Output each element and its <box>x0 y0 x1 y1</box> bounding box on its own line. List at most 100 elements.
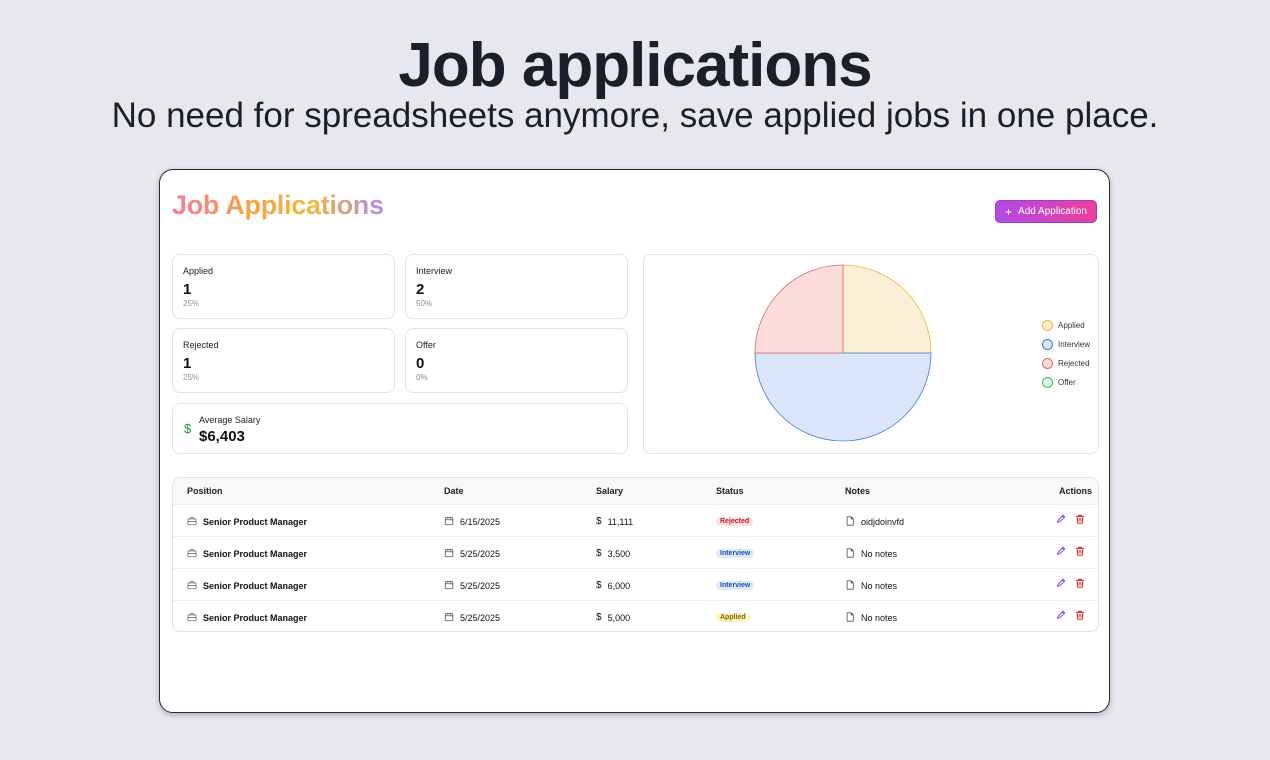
dollar-icon: $ <box>596 548 602 559</box>
cell-date: 5/25/2025 <box>444 612 500 624</box>
table-row: Senior Product Manager 6/15/2025 $11,111 Re… <box>173 504 1098 536</box>
chart-legend: Applied Interview Rejected Offer <box>1042 319 1090 395</box>
applications-table: Position Date Salary Status Notes Action… <box>172 477 1099 632</box>
cell-salary: $6,000 <box>596 580 630 591</box>
stat-value: 1 <box>183 281 192 298</box>
salary-value: $6,403 <box>199 428 245 445</box>
cell-date: 6/15/2025 <box>444 516 500 528</box>
salary-text: 3,500 <box>607 548 631 559</box>
table-header: Position Date Salary Status Notes Action… <box>173 478 1098 504</box>
plus-icon: + <box>1005 204 1013 219</box>
salary-text: 11,111 <box>607 516 634 527</box>
calendar-icon <box>444 612 454 624</box>
pie-slice-applied <box>842 264 932 354</box>
position-text: Senior Product Manager <box>203 581 308 591</box>
date-text: 5/25/2025 <box>460 581 501 591</box>
legend-swatch <box>1042 320 1053 331</box>
dollar-icon: $ <box>596 580 602 591</box>
stat-label: Offer <box>416 340 436 350</box>
cell-notes: No notes <box>845 548 897 560</box>
stat-value: 1 <box>183 355 192 372</box>
document-icon <box>845 612 855 624</box>
cell-actions <box>1056 514 1085 526</box>
dollar-icon: $ <box>184 421 192 436</box>
legend-label: Rejected <box>1058 359 1090 368</box>
cell-notes: No notes <box>845 580 897 592</box>
notes-text: No notes <box>861 549 898 559</box>
legend-swatch <box>1042 377 1053 388</box>
position-text: Senior Product Manager <box>203 517 308 527</box>
briefcase-icon <box>187 580 197 592</box>
stat-value: 2 <box>416 281 425 298</box>
status-pie-chart <box>754 264 932 442</box>
delete-icon[interactable] <box>1075 546 1085 558</box>
stat-percent: 0% <box>416 373 428 382</box>
stat-percent: 50% <box>416 299 433 308</box>
pie-slice-interview <box>754 352 932 442</box>
cell-date: 5/25/2025 <box>444 548 500 560</box>
edit-icon[interactable] <box>1056 610 1066 622</box>
date-text: 5/25/2025 <box>460 549 501 559</box>
dollar-icon: $ <box>596 516 602 527</box>
add-application-label: Add Application <box>1018 206 1087 217</box>
document-icon <box>845 580 855 592</box>
delete-icon[interactable] <box>1075 514 1085 526</box>
stat-value: 0 <box>416 355 425 372</box>
salary-text: 6,000 <box>607 580 631 591</box>
position-text: Senior Product Manager <box>203 613 308 623</box>
edit-icon[interactable] <box>1056 546 1066 558</box>
table-row: Senior Product Manager 5/25/2025 $3,500 Int… <box>173 536 1098 568</box>
stat-label: Rejected <box>183 340 219 350</box>
cell-notes: oidjdoinvfd <box>845 516 904 528</box>
status-badge: Interview <box>716 549 755 558</box>
add-application-button[interactable]: + Add Application <box>995 200 1097 223</box>
stat-percent: 25% <box>183 373 200 382</box>
notes-text: oidjdoinvfd <box>861 517 905 527</box>
legend-item-offer: Offer <box>1042 376 1090 389</box>
notes-text: No notes <box>861 581 898 591</box>
stat-card-applied: Applied 1 25% <box>172 254 395 319</box>
cell-salary: $3,500 <box>596 548 630 559</box>
briefcase-icon <box>187 612 197 624</box>
edit-icon[interactable] <box>1056 578 1066 590</box>
cell-position: Senior Product Manager <box>187 548 307 560</box>
stat-card-offer: Offer 0 0% <box>405 328 628 393</box>
cell-date: 5/25/2025 <box>444 580 500 592</box>
dollar-icon: $ <box>596 612 602 623</box>
header-actions: Actions <box>1058 486 1092 496</box>
briefcase-icon <box>187 516 197 528</box>
cell-position: Senior Product Manager <box>187 516 307 528</box>
hero-title: Job applications <box>398 31 872 100</box>
status-badge: Rejected <box>716 517 754 526</box>
legend-label: Interview <box>1058 340 1091 349</box>
document-icon <box>845 548 855 560</box>
average-salary-card: $ Average Salary $6,403 <box>172 403 628 454</box>
delete-icon[interactable] <box>1075 610 1085 622</box>
calendar-icon <box>444 516 454 528</box>
calendar-icon <box>444 580 454 592</box>
calendar-icon <box>444 548 454 560</box>
cell-salary: $5,000 <box>596 612 630 623</box>
date-text: 5/25/2025 <box>460 613 501 623</box>
header-salary: Salary <box>596 486 624 496</box>
cell-notes: No notes <box>845 612 897 624</box>
position-text: Senior Product Manager <box>203 549 308 559</box>
edit-icon[interactable] <box>1056 514 1066 526</box>
cell-position: Senior Product Manager <box>187 580 307 592</box>
app-title: Job Applications <box>172 190 384 220</box>
salary-label: Average Salary <box>199 415 261 425</box>
delete-icon[interactable] <box>1075 578 1085 590</box>
date-text: 6/15/2025 <box>460 517 501 527</box>
table-row: Senior Product Manager 5/25/2025 $6,000 Int… <box>173 568 1098 600</box>
stat-label: Interview <box>416 266 453 276</box>
status-chart-card: Applied Interview Rejected Offer <box>643 254 1099 454</box>
legend-swatch <box>1042 358 1053 369</box>
cell-actions <box>1056 546 1085 558</box>
cell-actions <box>1056 610 1085 622</box>
stat-card-rejected: Rejected 1 25% <box>172 328 395 393</box>
header-status: Status <box>716 486 744 496</box>
cell-actions <box>1056 578 1085 590</box>
cell-position: Senior Product Manager <box>187 612 307 624</box>
status-badge: Interview <box>716 581 755 590</box>
notes-text: No notes <box>861 613 898 623</box>
